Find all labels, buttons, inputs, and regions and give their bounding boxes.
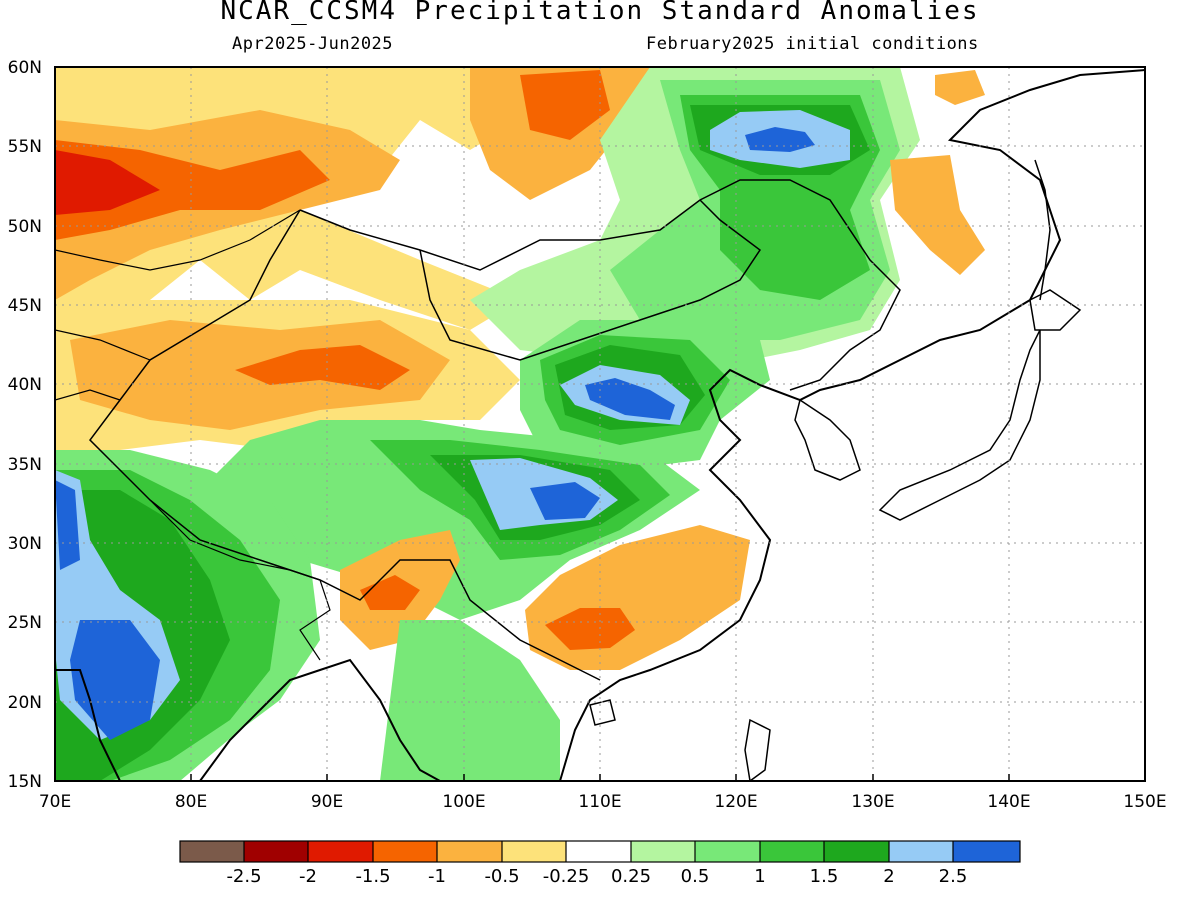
map-title: NCAR_CCSM4 Precipitation Standard Anomal… [220,0,980,26]
colorbar-label-6: 0.25 [611,866,651,887]
coastline-sakhalin [1034,159,1051,301]
anomaly-indochina-wet [380,620,560,781]
lon-label-80e: 80E [175,792,207,812]
map-grid [55,67,1145,781]
lat-label-20n: 20N [8,693,42,713]
lon-label-150e: 150E [1123,792,1166,812]
colorbar-label-9: 1.5 [810,866,839,887]
anomaly-siberia-core [520,70,610,140]
axis-ticks [54,774,1146,781]
lon-labels: 70E 80E 90E 100E 110E 120E 130E 140E 150… [39,792,1167,812]
lat-label-60n: 60N [8,58,42,78]
border-central-asia [55,209,301,401]
colorbar-swatch-10 [824,841,889,862]
anomaly-okhotsk-dry [935,70,985,105]
colorbar-swatch-4 [437,841,502,862]
colorbar-label-4: -0.5 [484,866,519,887]
colorbar-label-2: -1.5 [355,866,390,887]
colorbar-swatch-3 [373,841,437,862]
lon-label-90e: 90E [311,792,343,812]
colorbar-label-11: 2.5 [939,866,968,887]
colorbar-swatch-5 [502,841,566,862]
anomaly-kazakh-north-peak [55,150,160,215]
coastline-east-asia [559,69,1145,781]
anomaly-yunnan-core [360,575,420,610]
colorbar: -2.5 -2 -1.5 -1 -0.5 -0.25 0.25 0.5 1 1.… [179,840,1021,887]
lat-label-55n: 55N [8,137,42,157]
lat-labels: 60N 55N 50N 45N 40N 35N 30N 25N 20N 15N [8,58,42,792]
lat-label-30n: 30N [8,534,42,554]
anomaly-sakhalin-dry [890,155,985,275]
anomaly-tarim-peak [235,345,410,390]
lat-label-25n: 25N [8,613,42,633]
lat-label-50n: 50N [8,217,42,237]
colorbar-label-0: -2.5 [226,866,261,887]
colorbar-label-10: 2 [883,866,894,887]
lon-label-130e: 130E [851,792,894,812]
lon-label-120e: 120E [714,792,757,812]
coastline-hokkaido [1029,289,1082,331]
colorbar-label-3: -1 [428,866,446,887]
colorbar-swatch-0 [180,841,244,862]
coastline-hainan [589,699,616,726]
coastline-korea [794,398,861,481]
colorbar-swatch-6 [566,841,631,862]
anomaly-ordos-blue-core [585,378,675,420]
colorbar-swatch-12 [953,841,1020,862]
border-india-nepal [149,499,331,661]
coastline-taiwan [744,718,771,781]
forecast-period: Apr2025-Jun2025 [232,34,394,54]
lat-label-45n: 45N [8,296,42,316]
anomaly-kazakh-north-core [55,140,330,240]
colorbar-label-5: -0.25 [543,866,590,887]
lon-label-110e: 110E [578,792,621,812]
anomaly-sichuan-blue-core [530,482,600,520]
colorbar-swatch-9 [760,841,824,862]
lon-label-70e: 70E [39,792,71,812]
coastline-japan [878,329,1041,521]
colorbar-label-8: 1 [754,866,765,887]
colorbar-label-7: 0.5 [681,866,710,887]
colorbar-label-1: -2 [299,866,317,887]
anomaly-south-china-core [545,608,635,650]
border-mongolia [419,199,762,361]
colorbar-swatch-1 [244,841,308,862]
lon-label-100e: 100E [442,792,485,812]
lat-label-40n: 40N [8,375,42,395]
initial-conditions: February2025 initial conditions [646,34,979,54]
border-china-north [299,179,901,391]
lon-label-140e: 140E [987,792,1030,812]
colorbar-swatch-2 [308,841,373,862]
lat-label-35n: 35N [8,455,42,475]
colorbar-swatch-7 [631,841,695,862]
colorbar-swatch-8 [695,841,760,862]
lat-label-15n: 15N [8,772,42,792]
border-china-west [89,209,601,681]
coastline-south-asia [55,658,441,781]
colorbar-swatch-11 [889,841,953,862]
